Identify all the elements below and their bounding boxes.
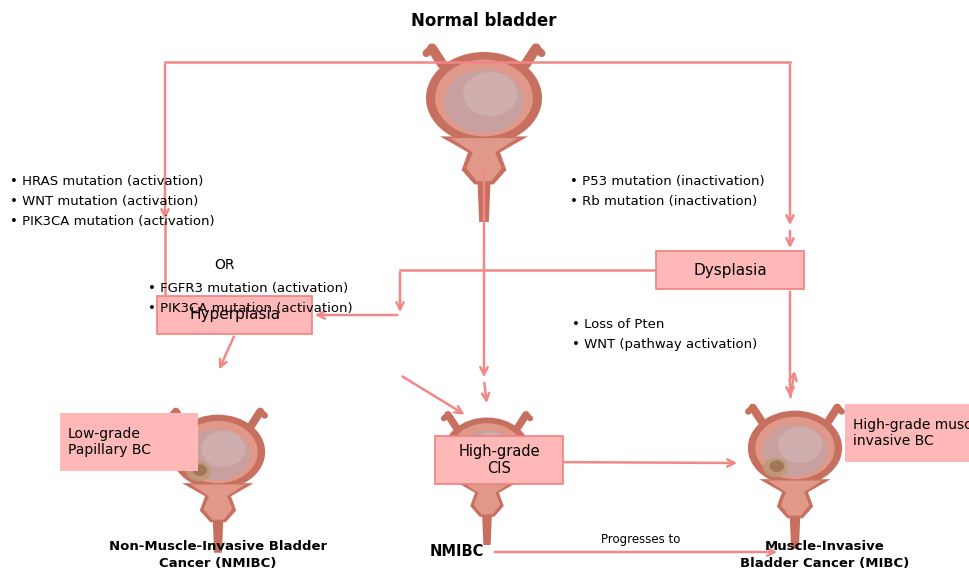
Ellipse shape bbox=[202, 431, 245, 466]
Text: OR: OR bbox=[215, 258, 235, 272]
Polygon shape bbox=[760, 479, 830, 548]
Ellipse shape bbox=[444, 69, 524, 133]
Ellipse shape bbox=[193, 464, 207, 476]
Text: • Loss of Pten
• WNT (pathway activation): • Loss of Pten • WNT (pathway activation… bbox=[572, 318, 757, 351]
Ellipse shape bbox=[769, 461, 784, 472]
Text: NMIBC: NMIBC bbox=[430, 544, 484, 560]
Ellipse shape bbox=[463, 72, 517, 116]
Ellipse shape bbox=[763, 425, 828, 476]
Ellipse shape bbox=[463, 464, 477, 474]
Ellipse shape bbox=[426, 52, 542, 144]
Ellipse shape bbox=[171, 415, 266, 489]
Text: High-grade
CIS: High-grade CIS bbox=[458, 444, 540, 476]
FancyBboxPatch shape bbox=[845, 404, 969, 462]
Ellipse shape bbox=[457, 430, 517, 478]
Polygon shape bbox=[182, 483, 254, 553]
Text: Dysplasia: Dysplasia bbox=[693, 263, 766, 278]
Ellipse shape bbox=[435, 60, 533, 137]
Ellipse shape bbox=[457, 461, 481, 479]
Polygon shape bbox=[451, 138, 517, 181]
Text: Non-Muscle-Invasive Bladder
Cancer (NMIBC): Non-Muscle-Invasive Bladder Cancer (NMIB… bbox=[109, 540, 328, 570]
Text: Normal bladder: Normal bladder bbox=[411, 12, 557, 30]
Text: • HRAS mutation (activation)
• WNT mutation (activation)
• PIK3CA mutation (acti: • HRAS mutation (activation) • WNT mutat… bbox=[10, 175, 214, 228]
Text: Low-grade
Papillary BC: Low-grade Papillary BC bbox=[68, 427, 151, 457]
Ellipse shape bbox=[471, 432, 513, 465]
Ellipse shape bbox=[756, 417, 834, 479]
Ellipse shape bbox=[185, 428, 251, 481]
Ellipse shape bbox=[748, 411, 842, 485]
Text: Muscle-Invasive
Bladder Cancer (MIBC): Muscle-Invasive Bladder Cancer (MIBC) bbox=[740, 540, 910, 570]
Ellipse shape bbox=[186, 462, 211, 481]
Ellipse shape bbox=[444, 417, 530, 486]
Polygon shape bbox=[454, 481, 520, 545]
Polygon shape bbox=[191, 485, 245, 520]
Ellipse shape bbox=[178, 421, 258, 483]
Text: • P53 mutation (inactivation)
• Rb mutation (inactivation): • P53 mutation (inactivation) • Rb mutat… bbox=[570, 175, 765, 208]
FancyBboxPatch shape bbox=[435, 436, 563, 484]
Text: Progresses to: Progresses to bbox=[602, 533, 680, 547]
Polygon shape bbox=[440, 137, 528, 222]
Text: • FGFR3 mutation (activation)
• PIK3CA mutation (activation): • FGFR3 mutation (activation) • PIK3CA m… bbox=[148, 282, 353, 315]
Text: High-grade muscle-
invasive BC: High-grade muscle- invasive BC bbox=[853, 418, 969, 448]
Ellipse shape bbox=[764, 458, 788, 477]
FancyBboxPatch shape bbox=[60, 413, 198, 471]
Polygon shape bbox=[462, 482, 513, 515]
Polygon shape bbox=[767, 481, 823, 516]
Ellipse shape bbox=[451, 423, 523, 481]
FancyBboxPatch shape bbox=[656, 251, 804, 289]
FancyBboxPatch shape bbox=[158, 296, 312, 334]
Text: Hyperplasia: Hyperplasia bbox=[189, 308, 281, 322]
Ellipse shape bbox=[778, 427, 823, 462]
